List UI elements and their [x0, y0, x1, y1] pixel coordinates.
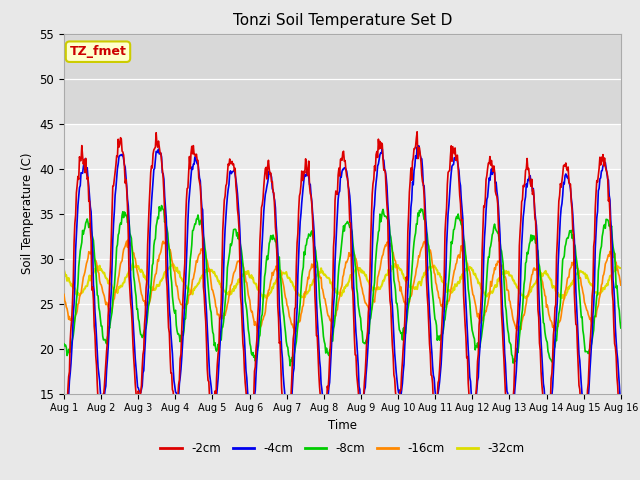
Legend: -2cm, -4cm, -8cm, -16cm, -32cm: -2cm, -4cm, -8cm, -16cm, -32cm [156, 437, 529, 460]
Title: Tonzi Soil Temperature Set D: Tonzi Soil Temperature Set D [233, 13, 452, 28]
Y-axis label: Soil Temperature (C): Soil Temperature (C) [21, 153, 34, 275]
Bar [64, 34, 621, 123]
Text: TZ_fmet: TZ_fmet [70, 45, 127, 58]
X-axis label: Time: Time [328, 419, 357, 432]
